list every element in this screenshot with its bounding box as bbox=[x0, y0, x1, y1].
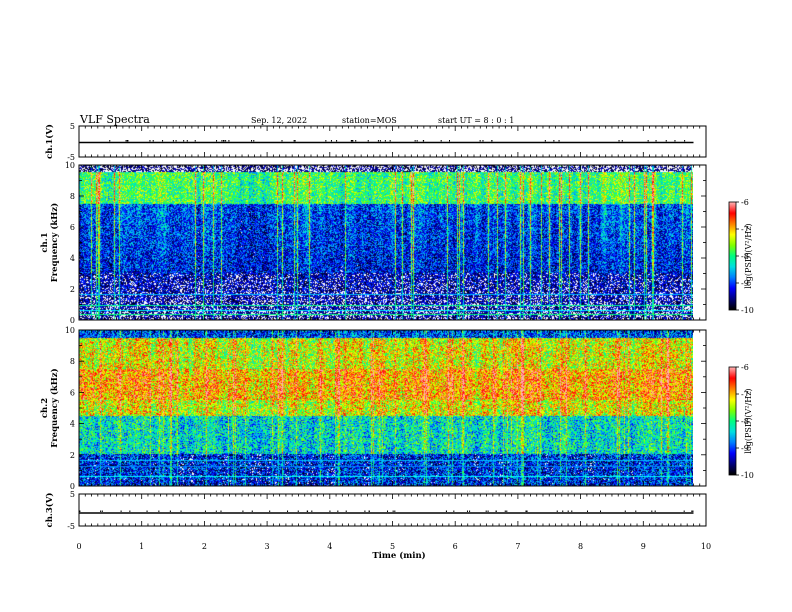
ch2-spectrogram-image bbox=[79, 330, 693, 486]
ch2-spectrogram-colorbar-tick-label: -9 bbox=[741, 444, 749, 453]
ch1-voltage-ytick-label: 5 bbox=[70, 122, 75, 131]
ch1-spectrogram-ytick-label: 4 bbox=[70, 254, 75, 263]
ch2-spectrogram-colorbar-label: log(PSD)(V²/Hz) bbox=[744, 388, 753, 453]
ch2-spectrogram-ytick-label: 2 bbox=[70, 451, 75, 460]
x-tick-label: 6 bbox=[453, 542, 458, 551]
ch1-spectrogram-colorbar-tick-label: -7 bbox=[741, 225, 749, 234]
x-tick-label: 2 bbox=[202, 542, 207, 551]
ch2-spectrogram-colorbar-tick-label: -10 bbox=[741, 471, 754, 480]
x-axis-title: Time (min) bbox=[372, 550, 425, 561]
ch2-spectrogram-colorbar-tick-label: -8 bbox=[741, 417, 749, 426]
x-tick-label: 5 bbox=[390, 542, 395, 551]
station-label: station=MOS bbox=[342, 116, 397, 125]
ch2-spectrogram-colorbar-tick-label: -6 bbox=[741, 363, 749, 372]
ch1-voltage-ytick-label: -5 bbox=[67, 153, 75, 162]
ch2-colorbar bbox=[729, 367, 736, 475]
ch2-spectrogram-ytick-label: 8 bbox=[70, 357, 75, 366]
ch1-spectrogram-colorbar-tick-label: -8 bbox=[741, 252, 749, 261]
ch2-spectrogram-ytick-label: 0 bbox=[70, 482, 75, 491]
x-tick-label: 9 bbox=[641, 542, 646, 551]
x-tick-label: 1 bbox=[139, 542, 144, 551]
ch2-spectrogram-colorbar-tick-label: -7 bbox=[741, 390, 749, 399]
date-label: Sep. 12, 2022 bbox=[251, 116, 307, 125]
ch1-spectrogram-ylabel: Frequency (kHz) bbox=[49, 203, 60, 282]
ch2-spectrogram-ytick-label: 6 bbox=[70, 388, 75, 397]
x-tick-label: 4 bbox=[327, 542, 332, 551]
ch2-spectrogram-ytick-label: 4 bbox=[70, 420, 75, 429]
ch3-voltage-ylabel: ch.3(V) bbox=[44, 493, 55, 528]
ch3-voltage-ytick-label: 5 bbox=[70, 490, 75, 499]
ch1-spectrogram-ytick-label: 0 bbox=[70, 316, 75, 325]
ch1-colorbar bbox=[729, 202, 736, 310]
start-time-label: start UT = 8 : 0 : 1 bbox=[438, 116, 514, 125]
ch1-spectrogram-ytick-label: 2 bbox=[70, 285, 75, 294]
x-tick-label: 8 bbox=[578, 542, 583, 551]
ch3-voltage-ytick-label: -5 bbox=[67, 522, 75, 531]
ch1-spectrogram-ylabel: ch.1 bbox=[40, 232, 50, 252]
chart-title: VLF Spectra bbox=[79, 113, 150, 126]
ch2-spectrogram-ylabel: ch.2 bbox=[40, 398, 50, 418]
ch1-spectrogram-ytick-label: 10 bbox=[65, 161, 75, 170]
ch2-spectrogram-ytick-label: 10 bbox=[65, 326, 75, 335]
ch1-voltage-ylabel: ch.1(V) bbox=[44, 124, 55, 159]
ch1-spectrogram-colorbar-tick-label: -9 bbox=[741, 279, 749, 288]
ch1-spectrogram-ytick-label: 8 bbox=[70, 192, 75, 201]
ch1-spectrogram-ytick-label: 6 bbox=[70, 223, 75, 232]
x-tick-label: 3 bbox=[265, 542, 270, 551]
x-tick-label: 10 bbox=[701, 542, 711, 551]
ch2-spectrogram-ylabel: Frequency (kHz) bbox=[49, 368, 60, 447]
x-tick-label: 7 bbox=[515, 542, 520, 551]
ch1-spectrogram-colorbar-tick-label: -10 bbox=[741, 306, 754, 315]
ch1-spectrogram-colorbar-label: log(PSD)(V²/Hz) bbox=[744, 223, 753, 288]
x-tick-label: 0 bbox=[76, 542, 81, 551]
ch1-spectrogram-colorbar-tick-label: -6 bbox=[741, 198, 749, 207]
ch1-spectrogram-image bbox=[79, 165, 693, 320]
